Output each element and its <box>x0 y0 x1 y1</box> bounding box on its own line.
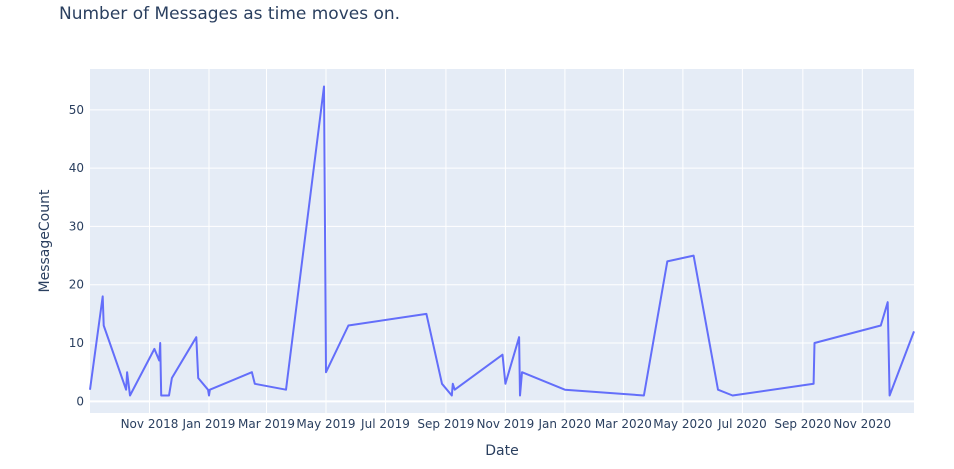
chart-title: Number of Messages as time moves on. <box>59 4 400 24</box>
x-tick-label: Mar 2020 <box>595 417 652 431</box>
x-tick-label: Jan 2019 <box>182 417 236 431</box>
x-tick-label: May 2020 <box>653 417 712 431</box>
x-tick-label: Jul 2019 <box>360 417 410 431</box>
x-tick-label: Jan 2020 <box>537 417 591 431</box>
y-tick-label: 0 <box>76 394 84 408</box>
series-line <box>89 85 915 397</box>
x-tick-label: Sep 2019 <box>417 417 474 431</box>
y-tick-label: 50 <box>69 103 84 117</box>
y-tick-label: 20 <box>69 278 84 292</box>
y-tick-label: 30 <box>69 219 84 233</box>
y-axis-title: MessageCount <box>37 189 53 292</box>
x-tick-label: Nov 2018 <box>121 417 179 431</box>
x-axis-title: Date <box>485 443 518 459</box>
x-tick-label: Sep 2020 <box>774 417 831 431</box>
x-tick-label: May 2019 <box>296 417 355 431</box>
y-axis-ticks: 0 10 20 30 40 50 <box>69 103 84 409</box>
y-tick-label: 40 <box>69 161 84 175</box>
y-tick-label: 10 <box>69 336 84 350</box>
x-tick-label: Mar 2019 <box>238 417 295 431</box>
x-tick-label: Jul 2020 <box>717 417 767 431</box>
x-axis-ticks: Nov 2018 Jan 2019 Mar 2019 May 2019 Jul 2019… <box>121 417 892 431</box>
gridlines <box>90 69 914 413</box>
plot-area <box>90 69 914 413</box>
x-tick-label: Nov 2019 <box>477 417 535 431</box>
x-tick-label: Nov 2020 <box>833 417 891 431</box>
